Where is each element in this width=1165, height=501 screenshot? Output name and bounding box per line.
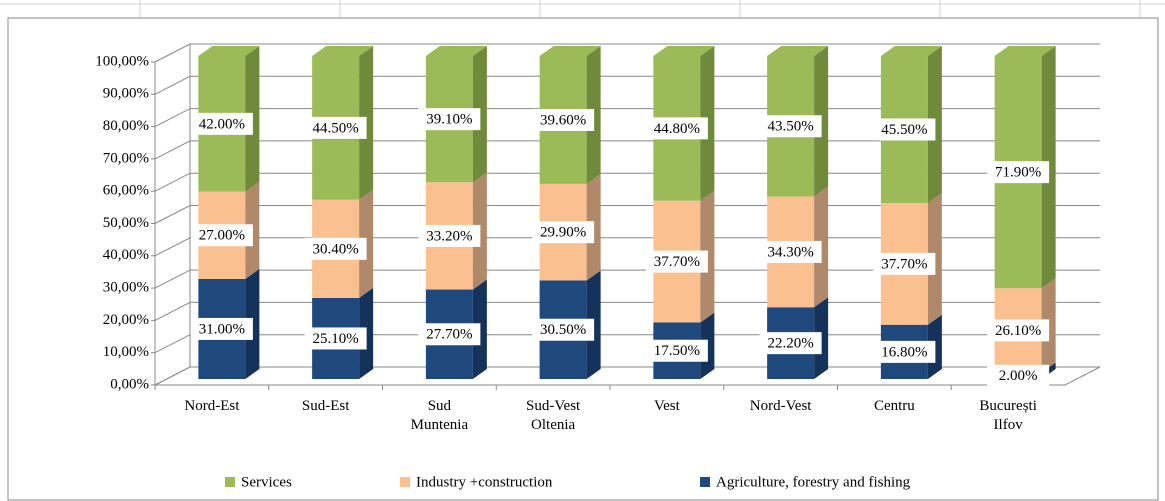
data-label: 39.60%: [540, 112, 586, 128]
legend-label: Agriculture, forestry and fishing: [716, 474, 911, 490]
data-label: 30.50%: [540, 322, 586, 338]
data-label-box: [190, 112, 253, 135]
x-tick-label: Sud-Vest Oltenia: [526, 398, 581, 433]
y-tick-label: 80,00%: [103, 118, 149, 134]
bar-top: [653, 46, 715, 56]
bar-top: [994, 46, 1056, 56]
bar-top: [880, 46, 942, 56]
data-label: 27.70%: [426, 327, 472, 343]
sheet-grid: [0, 0, 1165, 18]
data-label-box: [873, 340, 936, 363]
y-tick-label: 0,00%: [110, 376, 149, 392]
data-label: 42.00%: [199, 116, 245, 132]
x-tick-label: Vest: [654, 398, 681, 414]
data-label-box: [418, 323, 481, 346]
data-label: 37.70%: [881, 256, 927, 272]
x-tick-label: Centru: [874, 398, 915, 414]
data-label: 43.50%: [768, 119, 814, 135]
y-tick-label: 100,00%: [95, 53, 149, 69]
legend-swatch: [700, 477, 710, 487]
data-label: 29.90%: [540, 225, 586, 241]
x-tick-label: Nord-Vest: [750, 398, 812, 414]
x-tick-label: București Ilfov: [979, 398, 1037, 433]
bar-top: [312, 46, 374, 56]
y-tick-label: 10,00%: [103, 344, 149, 360]
bar-top: [767, 46, 829, 56]
legend-label: Services: [241, 474, 292, 490]
data-label: 25.10%: [313, 331, 359, 347]
data-label-box: [987, 364, 1050, 387]
y-tick-label: 70,00%: [103, 150, 149, 166]
x-tick-label: Sud Muntenia: [411, 398, 469, 433]
data-label: 44.80%: [654, 121, 700, 137]
data-label: 71.90%: [995, 165, 1041, 181]
data-label: 37.70%: [654, 254, 700, 270]
data-label-box: [532, 318, 595, 341]
data-label-box: [304, 327, 367, 350]
data-label: 31.00%: [199, 321, 245, 337]
data-label-box: [759, 240, 822, 263]
data-label-box: [304, 116, 367, 139]
data-label: 2.00%: [999, 368, 1038, 384]
floor: [154, 366, 1101, 386]
grid-line: [154, 43, 1100, 63]
data-label: 45.50%: [881, 122, 927, 138]
y-tick-label: 50,00%: [103, 215, 149, 231]
legend-swatch: [225, 477, 235, 487]
data-label-box: [532, 221, 595, 244]
data-label-box: [987, 161, 1050, 184]
bar-top: [198, 46, 260, 56]
y-tick-label: 30,00%: [103, 280, 149, 296]
data-label: 22.20%: [768, 336, 814, 352]
y-tick-label: 90,00%: [103, 86, 149, 102]
bar-top: [539, 46, 601, 56]
y-tick-label: 20,00%: [103, 312, 149, 328]
data-label-box: [645, 250, 708, 273]
data-label: 33.20%: [426, 228, 472, 244]
data-label-box: [873, 118, 936, 141]
data-label: 30.40%: [313, 241, 359, 257]
data-label-box: [987, 319, 1050, 342]
bar-top: [425, 46, 487, 56]
data-label: 16.80%: [881, 344, 927, 360]
x-tick-label: Sud-Est: [302, 398, 350, 414]
data-label: 26.10%: [995, 323, 1041, 339]
data-label-box: [873, 252, 936, 275]
y-tick-label: 60,00%: [103, 183, 149, 199]
data-label-box: [190, 317, 253, 340]
data-label-box: [759, 332, 822, 355]
data-label-box: [645, 339, 708, 362]
data-label: 39.10%: [426, 112, 472, 128]
data-label-box: [418, 108, 481, 131]
data-label: 17.50%: [654, 343, 700, 359]
data-label-box: [190, 224, 253, 247]
data-label-box: [759, 115, 822, 138]
x-tick-label: Nord-Est: [184, 398, 240, 414]
data-label-box: [645, 117, 708, 140]
data-label: 44.50%: [313, 120, 359, 136]
data-label: 34.30%: [768, 244, 814, 260]
data-label: 27.00%: [199, 228, 245, 244]
y-tick-label: 40,00%: [103, 247, 149, 263]
data-label-box: [532, 108, 595, 131]
legend-label: Industry +construction: [416, 474, 553, 490]
legend-swatch: [400, 477, 410, 487]
data-label-box: [304, 237, 367, 260]
data-label-box: [418, 224, 481, 247]
